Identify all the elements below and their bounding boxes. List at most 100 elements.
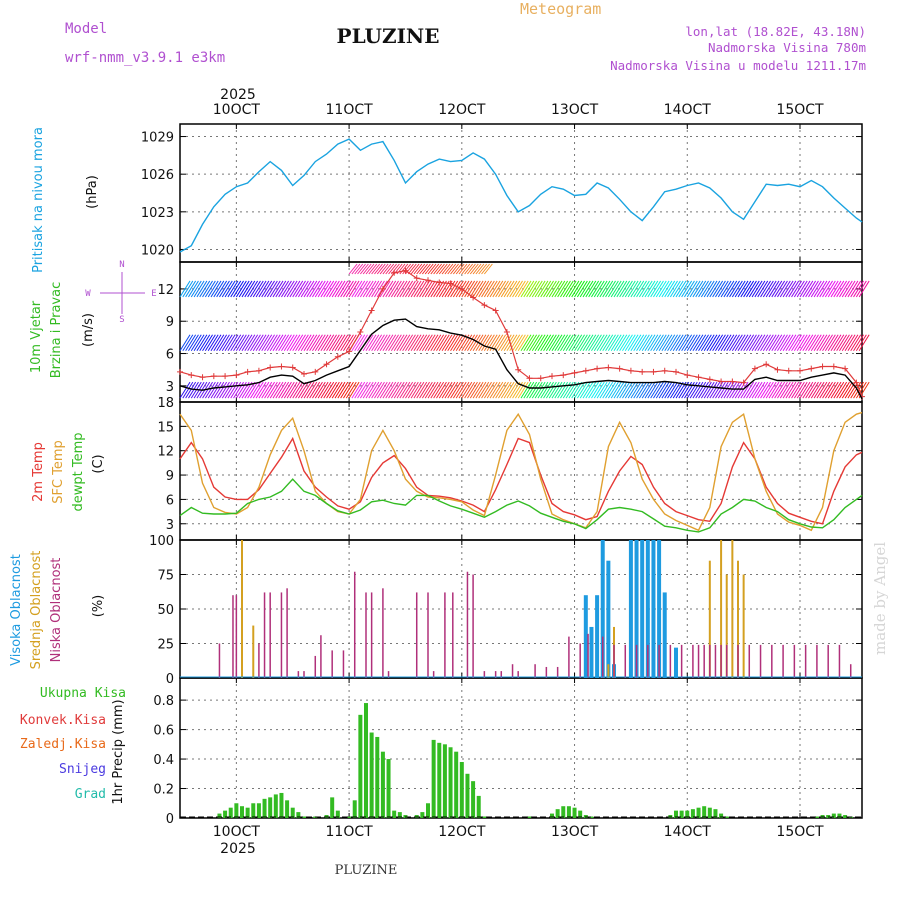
wind-barb (808, 280, 819, 298)
wind-barb (452, 334, 464, 352)
xtick-label-top: 10OCT (213, 102, 261, 118)
wind-barb (715, 280, 726, 298)
precip-bar (358, 714, 363, 818)
wind-barb (810, 381, 822, 399)
wind-barb (816, 280, 828, 298)
wind-barb (227, 381, 239, 399)
wind-barb (297, 381, 309, 399)
wind-barb (235, 280, 247, 298)
wind-barb (405, 381, 416, 399)
wind-barb-top (450, 263, 459, 275)
wind-barb (579, 280, 591, 298)
cloud-bar-2 (759, 644, 762, 678)
wind-barb (343, 280, 354, 298)
wind-barb (796, 334, 808, 352)
wind-barb (303, 381, 315, 399)
wind-barb (858, 334, 870, 352)
wind-barb (185, 280, 197, 298)
wind-barb (464, 381, 476, 399)
wind-barb (300, 381, 312, 399)
panel-0: 1020 1023 1026 1029 (141, 123, 863, 263)
wind-barb (213, 381, 225, 399)
wind-barb (768, 381, 780, 399)
wind-barb (407, 381, 419, 399)
wind-barb-top (354, 263, 364, 275)
ytick-label: 3 (166, 380, 174, 395)
wind-barb (452, 280, 464, 298)
wind-barb (647, 334, 659, 352)
wind-barb (622, 334, 633, 352)
precip-bar (696, 807, 701, 818)
cloud-bar-2 (545, 666, 548, 678)
ytick-label: 0.2 (153, 783, 174, 798)
wind-barb (272, 334, 284, 352)
precip-bar (566, 806, 571, 818)
wind-barb (314, 280, 326, 298)
wind-barb (777, 280, 788, 298)
wind-barb (726, 334, 738, 352)
wind-barb (850, 381, 862, 399)
xtick-label-top: 11OCT (326, 102, 374, 118)
wind-barb (224, 381, 236, 399)
wind-barb (481, 334, 492, 352)
wind-barb (630, 381, 642, 399)
wind-barb-top (413, 263, 423, 275)
wind-barb (686, 381, 698, 399)
cloud-bar-2 (703, 644, 705, 678)
wind-barb (748, 334, 760, 352)
wind-barb (534, 381, 546, 399)
wind-barb (717, 381, 729, 399)
wind-barb (647, 280, 659, 298)
precip-legend-frz: Zaledj.Kisa (20, 737, 106, 752)
wind-barb (610, 280, 622, 298)
wind-gust-marker (763, 361, 770, 368)
wind-barb (247, 381, 259, 399)
cloud-bar-2 (556, 666, 559, 678)
wind-barb (607, 334, 619, 352)
wind-barb (368, 381, 380, 399)
wind-barb (754, 280, 766, 298)
wind-barb (512, 280, 523, 298)
compass-s: S (119, 315, 124, 325)
wind-barb (295, 334, 306, 352)
wind-barb (813, 280, 825, 298)
wind-barb (824, 280, 836, 298)
cloud-bar-0 (589, 626, 594, 678)
wind-barb (343, 334, 354, 352)
cloud-bar-0 (634, 540, 639, 678)
wind-barb (461, 334, 473, 352)
wind-barb (503, 334, 515, 352)
wind-barb (421, 334, 433, 352)
wind-barb (495, 280, 507, 298)
wind-barb (526, 334, 538, 352)
wind-barb (785, 381, 797, 399)
wind-barb (537, 334, 549, 352)
xtick-label-bottom: 13OCT (551, 824, 599, 840)
cloud-bar-2 (258, 643, 260, 678)
precip-bar (459, 762, 464, 818)
cloud-bar-0 (662, 592, 667, 678)
wind-barb (653, 280, 664, 298)
wind-barb-top (368, 263, 378, 275)
wind-gust-marker (650, 368, 657, 375)
precip-bar (296, 812, 301, 818)
wind-barb (266, 334, 278, 352)
panel-3: 0 25 50 75 100 (149, 534, 863, 687)
wind-barb (219, 381, 230, 399)
cloud-bar-2 (303, 671, 305, 678)
wind-barb (743, 334, 755, 352)
wind-barb (785, 280, 797, 298)
wind-barb (233, 334, 244, 352)
wind-barb-top (379, 263, 389, 275)
cloud-bar-2 (714, 644, 717, 678)
wind-barb (337, 280, 349, 298)
wind-barb (540, 381, 552, 399)
wind-barb (390, 280, 402, 298)
wind-barb (847, 280, 859, 298)
wind-barb (413, 334, 425, 352)
wind-barb (207, 381, 219, 399)
wind-barb (822, 381, 833, 399)
wind-gust-marker (402, 267, 409, 274)
elevation: Nadmorska Visina 780m (708, 40, 866, 55)
wind-barb (371, 334, 383, 352)
